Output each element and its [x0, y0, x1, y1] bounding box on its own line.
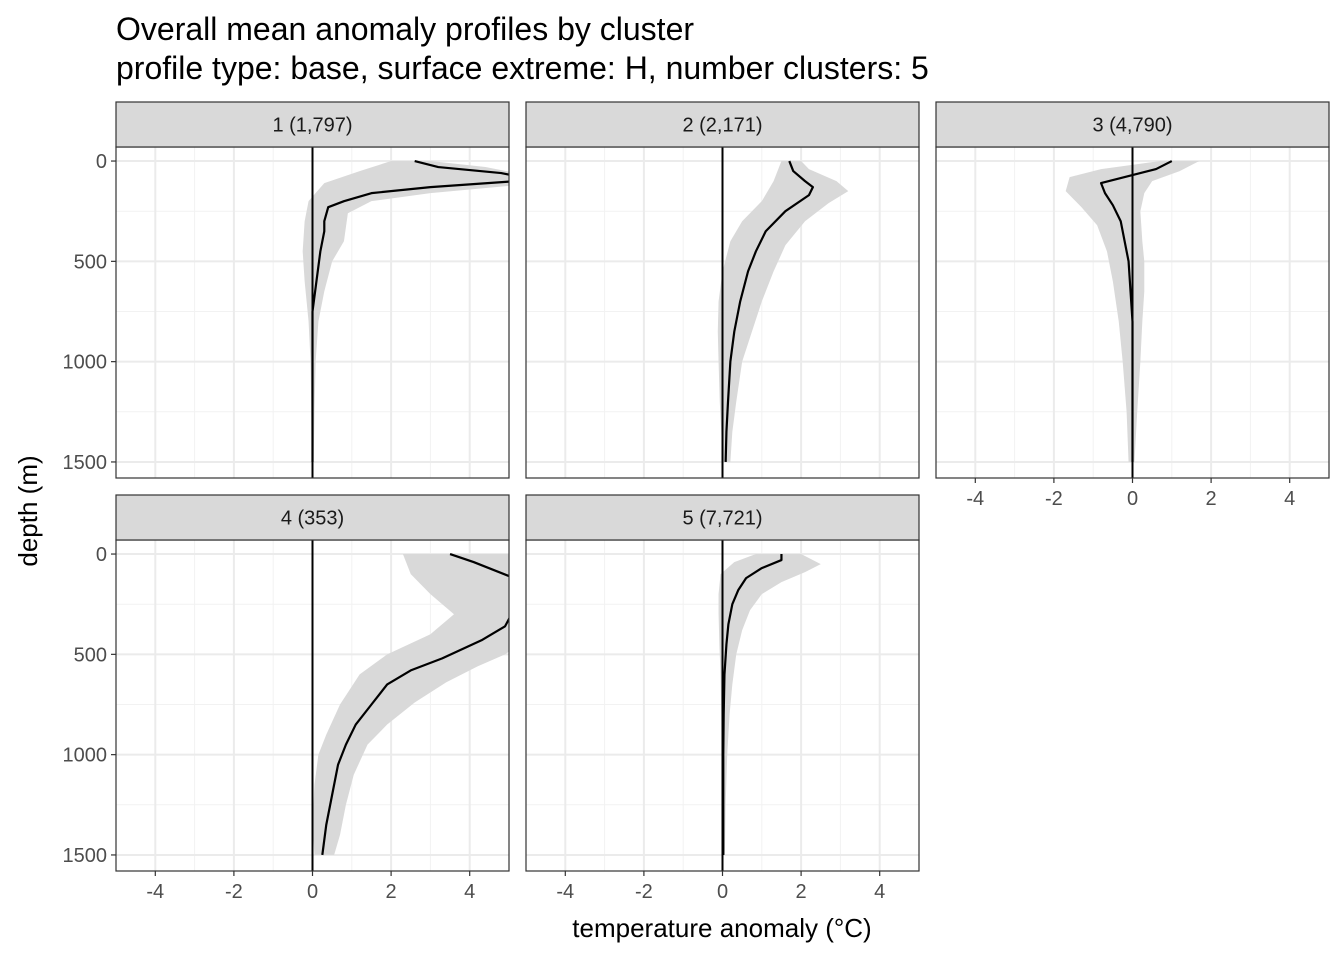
y-tick-label: 1500	[63, 452, 108, 474]
confidence-band	[718, 554, 821, 855]
y-tick-label: 0	[96, 151, 107, 173]
facet-strip-label: 2 (2,171)	[682, 115, 762, 137]
chart-subtitle: profile type: base, surface extreme: H, …	[116, 50, 929, 86]
x-tick-label: 4	[874, 881, 885, 903]
mean-profile-line	[311, 159, 509, 462]
confidence-band	[302, 161, 509, 462]
x-tick-label: -4	[146, 881, 164, 903]
facet-strip-label: 4 (353)	[281, 508, 344, 530]
y-tick-label: 0	[96, 544, 107, 566]
y-tick-label: 1000	[63, 352, 108, 374]
facet-strip	[935, 101, 1330, 148]
facet-strip	[115, 494, 510, 541]
x-tick-label: 0	[1127, 488, 1138, 510]
facet-strip	[115, 101, 510, 148]
mean-profile-line	[722, 554, 783, 855]
x-tick-label: -2	[225, 881, 243, 903]
x-tick-label: 0	[717, 881, 728, 903]
x-tick-label: -4	[966, 488, 984, 510]
confidence-band	[717, 161, 849, 462]
mean-profile-line	[724, 160, 814, 462]
x-tick-label: -2	[1045, 488, 1063, 510]
y-axis-title: depth (m)	[13, 455, 43, 566]
mean-profile-line	[321, 553, 509, 856]
x-tick-label: 2	[796, 881, 807, 903]
facet-strip	[525, 101, 920, 148]
chart-title: Overall mean anomaly profiles by cluster	[116, 11, 694, 47]
panels-group: 1 (1,797) 0 500 1000 1500 2 (2,171) 3 (4,790) -…	[63, 101, 1330, 903]
x-tick-label: -4	[556, 881, 574, 903]
facet-panel-4: 4 (353) 0 500 1000 1500 -4 -2 0 2 4	[63, 494, 510, 903]
facet-strip-label: 5 (7,721)	[682, 508, 762, 530]
facet-strip-label: 1 (1,797)	[272, 115, 352, 137]
confidence-band	[312, 554, 509, 855]
y-tick-label: 500	[74, 644, 107, 666]
facet-panel-2: 2 (2,171)	[525, 101, 920, 479]
y-tick-label: 500	[74, 251, 107, 273]
facet-strip	[525, 494, 920, 541]
x-tick-label: 2	[386, 881, 397, 903]
x-tick-label: 2	[1206, 488, 1217, 510]
x-tick-label: -2	[635, 881, 653, 903]
y-tick-label: 1500	[63, 845, 108, 867]
x-axis-title: temperature anomaly (°C)	[572, 913, 871, 943]
facet-panel-3: 3 (4,790) -4 -2 0 2 4	[935, 101, 1330, 510]
x-tick-label: 4	[464, 881, 475, 903]
y-tick-label: 1000	[63, 745, 108, 767]
facet-strip-label: 3 (4,790)	[1092, 115, 1172, 137]
x-tick-label: 4	[1284, 488, 1295, 510]
x-tick-label: 0	[307, 881, 318, 903]
facet-panel-5: 5 (7,721) -4 -2 0 2 4	[525, 494, 920, 903]
mean-profile-line	[1099, 160, 1173, 462]
facet-panel-1: 1 (1,797) 0 500 1000 1500	[63, 101, 510, 479]
